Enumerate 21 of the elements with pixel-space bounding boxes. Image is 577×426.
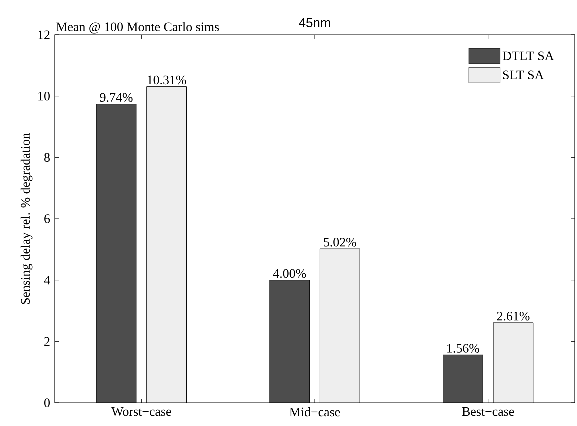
legend-label: DTLT SA xyxy=(502,52,554,60)
x-tick-label: Best−case xyxy=(462,408,514,416)
x-tick-label: Worst−case xyxy=(112,408,172,416)
chart-title: 45nm xyxy=(299,18,330,28)
legend-label: SLT SA xyxy=(503,70,544,80)
y-tick-label: 0 xyxy=(44,398,50,408)
data-label: 2.61% xyxy=(497,312,530,321)
data-label: 5.02% xyxy=(324,238,356,247)
x-tick-label: Mid−case xyxy=(290,408,340,417)
data-label: 10.31% xyxy=(148,76,186,85)
y-axis-title: Sensing delay rel. % degradation xyxy=(20,133,33,304)
y-tick-label: 4 xyxy=(44,276,50,285)
y-tick-label: 12 xyxy=(38,30,50,40)
y-tick-label: 8 xyxy=(44,153,50,162)
text: Mean @ 100 Monte Carlo sims xyxy=(56,22,220,34)
y-tick-label: 6 xyxy=(44,214,50,224)
y-tick-label: 10 xyxy=(38,92,50,101)
data-label: 4.00% xyxy=(273,269,306,278)
y-tick-label: 2 xyxy=(44,337,50,346)
data-label: 1.56% xyxy=(448,344,480,353)
data-label: 9.74% xyxy=(100,93,133,102)
